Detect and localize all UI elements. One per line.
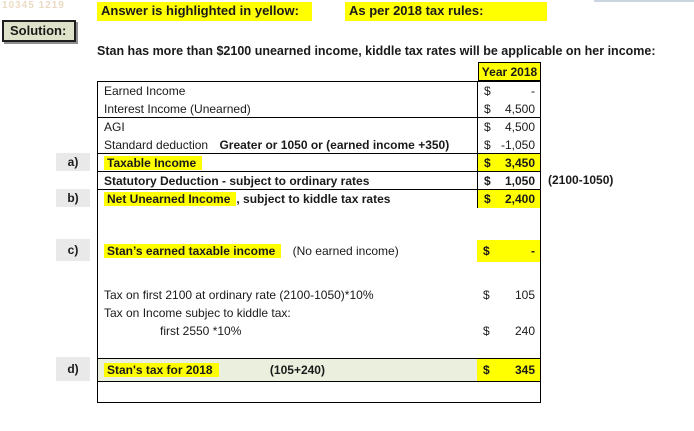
currency-symbol: $ bbox=[483, 244, 490, 258]
table-row-taxable-income[interactable]: Taxable Income $ 3,450 bbox=[98, 154, 540, 172]
currency-symbol: $ bbox=[484, 101, 491, 116]
watermark: 10345 1219 bbox=[2, 0, 65, 11]
amount: 1,050 bbox=[504, 173, 535, 188]
row-label: Stan's tax for 2018 (105+240) bbox=[98, 363, 477, 377]
row-marker-c[interactable]: c) bbox=[56, 239, 90, 261]
year-header-cell[interactable]: Year 2018 bbox=[478, 62, 541, 81]
currency-symbol: $ bbox=[484, 137, 491, 152]
currency-symbol: $ bbox=[483, 324, 490, 338]
currency-symbol: $ bbox=[484, 120, 491, 134]
highlighted-label: Net Unearned Income bbox=[104, 192, 237, 206]
value-cell[interactable]: $ -1,050 bbox=[477, 136, 540, 153]
solution-label-cell[interactable]: Solution: bbox=[2, 20, 77, 42]
total-formula: (105+240) bbox=[269, 363, 325, 377]
row-label: AGI bbox=[104, 120, 125, 134]
amount: - bbox=[531, 84, 535, 98]
table-row-net-unearned-income[interactable]: Net Unearned Income, subject to kiddle t… bbox=[98, 190, 540, 208]
row-label: Taxable Income bbox=[98, 155, 477, 170]
row-label: Tax on first 2100 at ordinary rate (2100… bbox=[104, 288, 374, 302]
currency-symbol: $ bbox=[484, 173, 491, 188]
value-cell[interactable]: $ 1,050 bbox=[477, 172, 540, 189]
table-row-earned-taxable-income[interactable]: Stan’s earned taxable income (No earned … bbox=[98, 240, 540, 262]
tax-rules-note-cell[interactable]: As per 2018 tax rules: bbox=[345, 2, 547, 21]
label-rest: , subject to kiddle tax rates bbox=[236, 192, 391, 206]
value-cell-highlighted[interactable]: $ 3,450 bbox=[477, 154, 540, 171]
amount: 240 bbox=[514, 324, 535, 338]
amount: - bbox=[531, 244, 535, 258]
row-label: first 2550 *10% bbox=[98, 324, 477, 338]
value-cell[interactable]: $ - bbox=[477, 82, 540, 100]
row-label: Tax on Income subjec to kiddle tax: bbox=[104, 306, 291, 320]
amount: -1,050 bbox=[500, 137, 535, 152]
table-row-statutory-deduction[interactable]: Statutory Deduction - subject to ordinar… bbox=[98, 172, 540, 190]
table-row-tax-kiddie-header[interactable]: Tax on Income subjec to kiddle tax: bbox=[98, 304, 540, 322]
deduction-formula: Greater or 1050 or (earned income +350) bbox=[219, 137, 450, 152]
tax-table: Earned Income $ - Interest Income (Unear… bbox=[97, 81, 541, 403]
label-text: Standard deduction bbox=[104, 137, 209, 152]
currency-symbol: $ bbox=[484, 192, 491, 206]
value-cell-highlighted[interactable]: $ 345 bbox=[477, 359, 540, 381]
window-edge-strip bbox=[594, 0, 694, 2]
amount: 105 bbox=[514, 288, 535, 302]
label-text: first 2550 *10% bbox=[160, 324, 242, 338]
highlighted-label: Taxable Income bbox=[104, 155, 203, 170]
currency-symbol: $ bbox=[484, 155, 491, 170]
statutory-side-note: (2100-1050) bbox=[548, 173, 614, 187]
row-marker-a[interactable]: a) bbox=[56, 153, 90, 171]
intro-text-cell[interactable]: Stan has more than $2100 unearned income… bbox=[97, 44, 656, 58]
currency-symbol: $ bbox=[483, 288, 490, 302]
row-label: Earned Income bbox=[104, 84, 186, 98]
table-row-standard-deduction[interactable]: Standard deduction Greater or 1050 or (e… bbox=[98, 136, 540, 154]
table-row-tax-kiddie[interactable]: first 2550 *10% $ 240 bbox=[98, 322, 540, 340]
amount: 4,500 bbox=[504, 120, 535, 134]
value-cell[interactable]: $ 4,500 bbox=[477, 100, 540, 117]
amount: 345 bbox=[514, 363, 535, 377]
row-marker-d[interactable]: d) bbox=[56, 357, 90, 381]
highlighted-label: Stan’s earned taxable income bbox=[104, 244, 282, 258]
value-cell-highlighted[interactable]: $ - bbox=[477, 240, 540, 262]
value-cell[interactable]: $ 240 bbox=[477, 322, 540, 340]
value-cell[interactable]: $ 105 bbox=[477, 286, 540, 304]
highlighted-label: Stan's tax for 2018 bbox=[104, 363, 219, 377]
row-marker-b[interactable]: b) bbox=[56, 189, 90, 207]
row-label: Net Unearned Income, subject to kiddle t… bbox=[98, 192, 477, 206]
table-row-agi[interactable]: AGI $ 4,500 bbox=[98, 118, 540, 136]
amount: 3,450 bbox=[504, 155, 535, 170]
table-row-earned-income[interactable]: Earned Income $ - bbox=[98, 82, 540, 100]
amount: 4,500 bbox=[504, 101, 535, 116]
row-label: Standard deduction Greater or 1050 or (e… bbox=[98, 138, 477, 152]
table-row-interest-income[interactable]: Interest Income (Unearned) $ 4,500 bbox=[98, 100, 540, 118]
table-row-tax-ordinary[interactable]: Tax on first 2100 at ordinary rate (2100… bbox=[98, 286, 540, 304]
currency-symbol: $ bbox=[483, 363, 490, 377]
value-cell-highlighted[interactable]: $ 2,400 bbox=[477, 190, 540, 208]
table-row-total-tax[interactable]: Stan's tax for 2018 (105+240) $ 345 bbox=[98, 358, 540, 382]
row-label: Statutory Deduction - subject to ordinar… bbox=[104, 173, 370, 188]
answer-note-cell[interactable]: Answer is highlighted in yellow: bbox=[97, 2, 312, 21]
row-label: Stan’s earned taxable income (No earned … bbox=[98, 244, 477, 258]
row-label: Interest Income (Unearned) bbox=[104, 101, 251, 116]
currency-symbol: $ bbox=[484, 84, 491, 98]
amount: 2,400 bbox=[504, 192, 535, 206]
value-cell[interactable]: $ 4,500 bbox=[477, 118, 540, 136]
label-rest: (No earned income) bbox=[292, 244, 399, 258]
